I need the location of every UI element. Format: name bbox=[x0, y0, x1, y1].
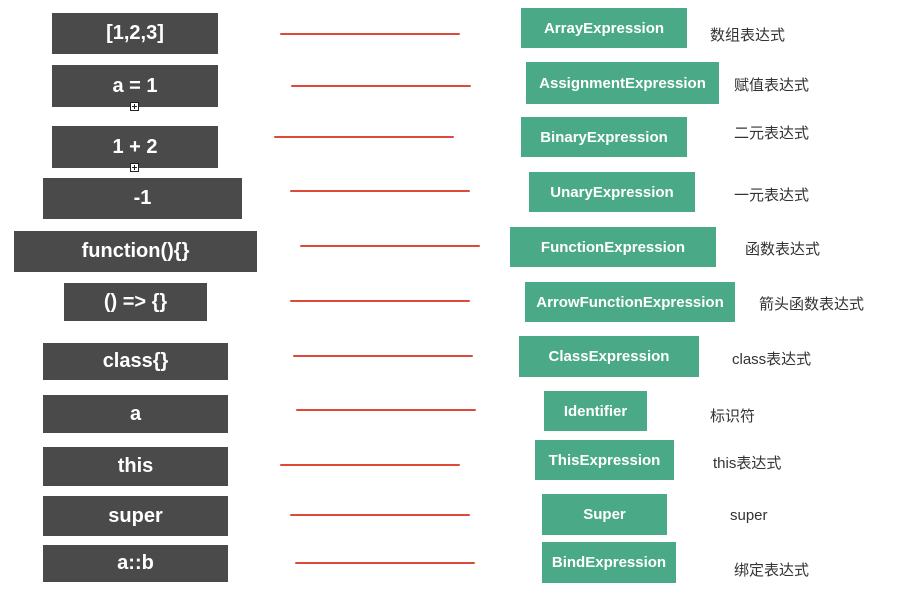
connector-line bbox=[300, 245, 480, 247]
node-box-array-expression: ArrayExpression bbox=[521, 8, 687, 48]
code-text: function(){} bbox=[81, 240, 190, 262]
node-description: this表达式 bbox=[713, 455, 782, 472]
node-label: AssignmentExpression bbox=[539, 74, 706, 92]
node-box-bind-expression: BindExpression bbox=[542, 542, 676, 583]
connector-line bbox=[296, 409, 476, 411]
code-box-identifier: a bbox=[43, 395, 228, 433]
node-label: ClassExpression bbox=[548, 348, 670, 365]
connector-line bbox=[290, 190, 470, 192]
node-description: 赋值表达式 bbox=[734, 77, 810, 94]
node-box-super: Super bbox=[542, 494, 667, 535]
node-label: ArrayExpression bbox=[543, 19, 665, 37]
node-box-arrow-function-expression: ArrowFunctionExpression bbox=[525, 282, 735, 322]
connector-line bbox=[295, 562, 475, 564]
node-description: 标识符 bbox=[710, 408, 756, 425]
node-description: class表达式 bbox=[732, 351, 812, 368]
node-label: UnaryExpression bbox=[550, 183, 674, 201]
code-text: () => {} bbox=[103, 290, 168, 313]
node-description: 二元表达式 bbox=[734, 125, 810, 142]
node-box-this-expression: ThisExpression bbox=[535, 440, 674, 480]
code-text: this bbox=[117, 455, 154, 477]
move-handle-icon[interactable] bbox=[130, 102, 139, 111]
node-box-assignment-expression: AssignmentExpression bbox=[526, 62, 719, 104]
code-box-arrow-function: () => {} bbox=[64, 283, 207, 321]
connector-line bbox=[280, 464, 460, 466]
node-label: BindExpression bbox=[551, 554, 667, 571]
code-box-function: function(){} bbox=[14, 231, 257, 272]
node-box-identifier: Identifier bbox=[544, 391, 647, 431]
code-text: [1,2,3] bbox=[106, 22, 164, 44]
move-handle-icon[interactable] bbox=[130, 163, 139, 172]
node-box-class-expression: ClassExpression bbox=[519, 336, 699, 377]
connector-line bbox=[290, 514, 470, 516]
code-box-this: this bbox=[43, 447, 228, 486]
code-text: a bbox=[129, 402, 142, 425]
code-text: -1 bbox=[133, 187, 152, 209]
node-label: ArrowFunctionExpression bbox=[536, 293, 724, 311]
code-box-class: class{} bbox=[43, 343, 228, 380]
code-box-bind: a::b bbox=[43, 545, 228, 582]
code-text: a = 1 bbox=[112, 74, 158, 97]
code-box-assignment: a = 1 bbox=[52, 65, 218, 107]
code-box-array: [1,2,3] bbox=[52, 13, 218, 54]
node-label: ThisExpression bbox=[548, 451, 661, 469]
node-description: 数组表达式 bbox=[710, 27, 786, 44]
code-box-super: super bbox=[43, 496, 228, 536]
code-text: a::b bbox=[117, 552, 154, 574]
code-text: class{} bbox=[102, 350, 169, 372]
node-label: BinaryExpression bbox=[540, 128, 668, 146]
connector-line bbox=[290, 300, 470, 302]
node-description: 绑定表达式 bbox=[734, 562, 810, 579]
node-description: 一元表达式 bbox=[734, 187, 810, 204]
node-description: 函数表达式 bbox=[745, 241, 821, 258]
node-box-function-expression: FunctionExpression bbox=[510, 227, 716, 267]
connector-line bbox=[280, 33, 460, 35]
code-box-unary: -1 bbox=[43, 178, 242, 219]
code-text: super bbox=[108, 504, 163, 527]
node-box-unary-expression: UnaryExpression bbox=[529, 172, 695, 212]
connector-line bbox=[291, 85, 471, 87]
node-description: super bbox=[730, 507, 768, 524]
code-box-binary: 1 + 2 bbox=[52, 126, 218, 168]
node-label: Super bbox=[583, 506, 626, 523]
node-label: FunctionExpression bbox=[540, 238, 686, 256]
node-box-binary-expression: BinaryExpression bbox=[521, 117, 687, 157]
node-description: 箭头函数表达式 bbox=[759, 296, 865, 313]
connector-line bbox=[293, 355, 473, 357]
connector-line bbox=[274, 136, 454, 138]
code-text: 1 + 2 bbox=[112, 135, 158, 158]
node-label: Identifier bbox=[563, 402, 628, 420]
